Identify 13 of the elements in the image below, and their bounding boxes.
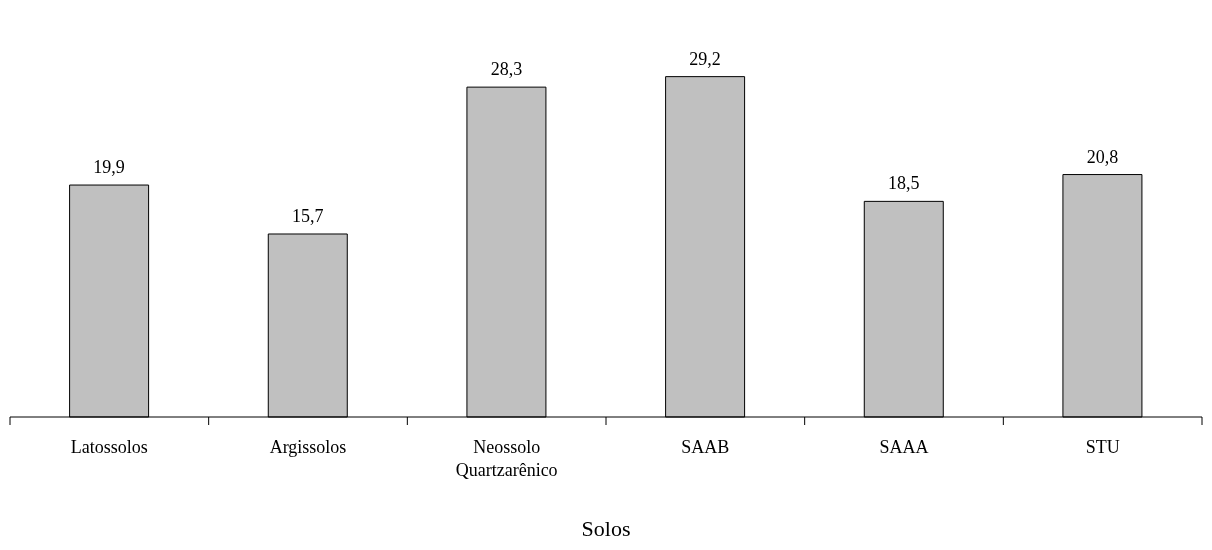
data-label: 29,2 bbox=[689, 48, 721, 69]
x-tick-label: SAAA bbox=[879, 437, 929, 457]
x-tick-label: SAAB bbox=[681, 437, 730, 457]
x-tick-label: Argissolos bbox=[269, 437, 347, 457]
data-label: 20,8 bbox=[1086, 146, 1119, 167]
x-tick-label: Neossolo Quartzarênico bbox=[455, 437, 558, 480]
data-label: 15,7 bbox=[292, 206, 324, 226]
x-axis-title: Solos bbox=[581, 516, 631, 541]
x-tick-label: Latossolos bbox=[70, 437, 148, 457]
x-tick-label: STU bbox=[1085, 437, 1120, 457]
data-label: 28,3 bbox=[490, 59, 523, 80]
data-label: 18,5 bbox=[888, 173, 920, 194]
data-label: 19,9 bbox=[93, 157, 125, 178]
